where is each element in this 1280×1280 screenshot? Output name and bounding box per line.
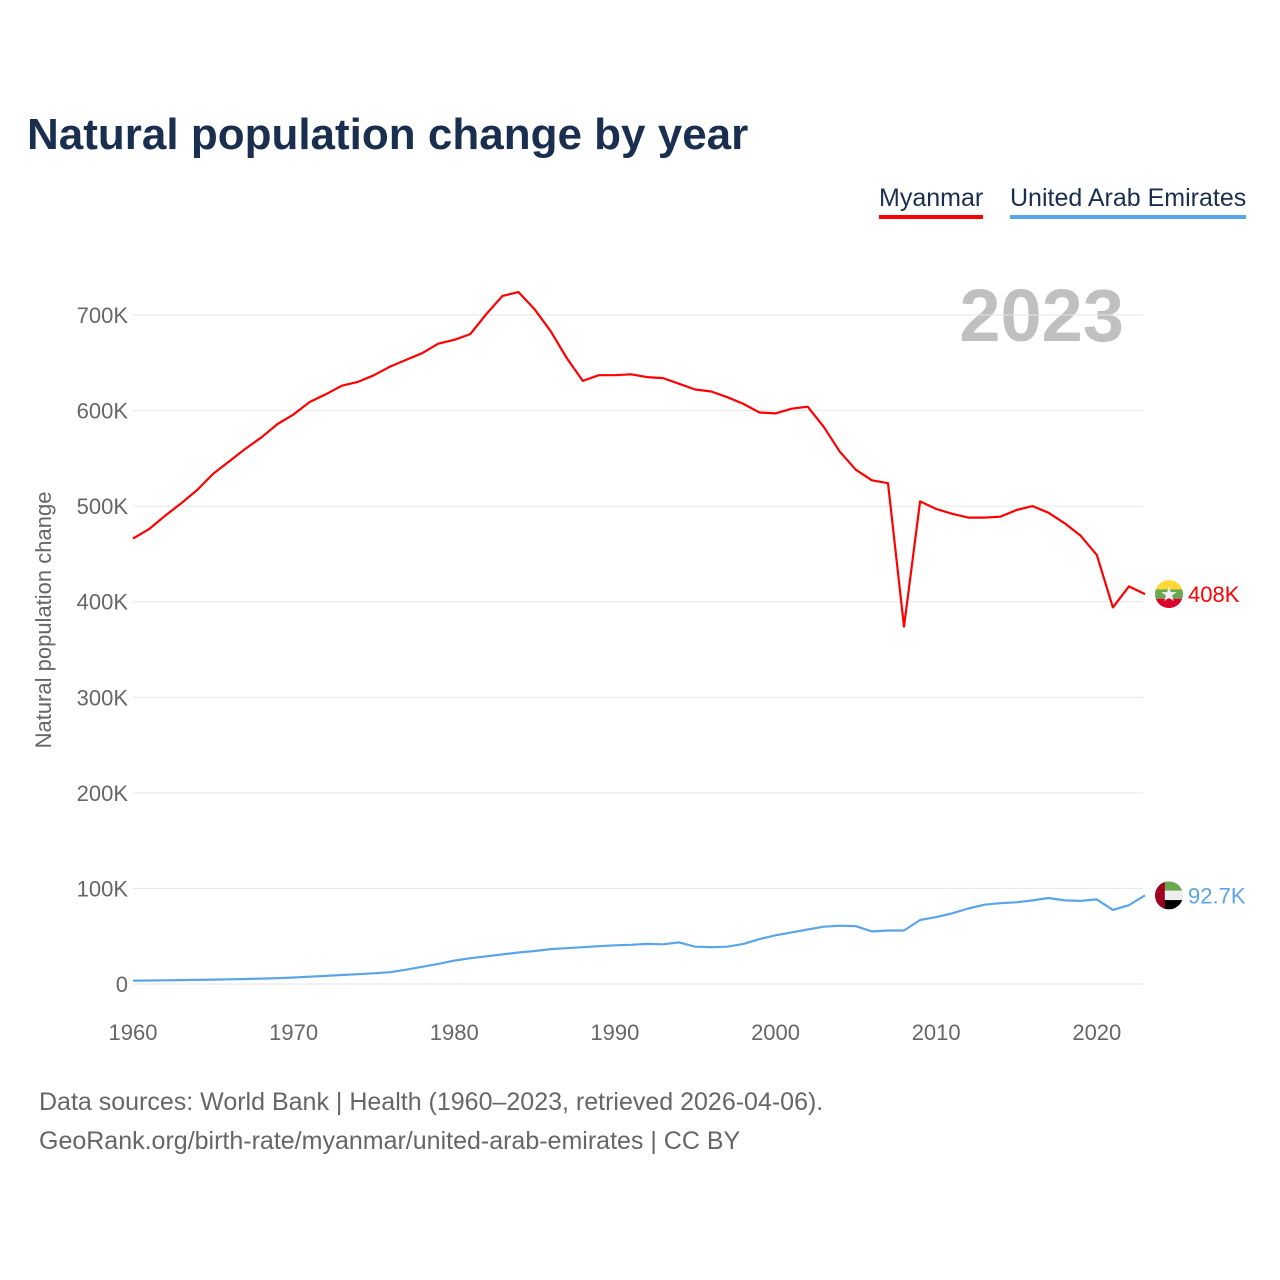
y-tick-label: 100K xyxy=(77,876,129,901)
x-tick-label: 1990 xyxy=(590,1020,639,1045)
y-tick-label: 300K xyxy=(77,685,129,710)
myanmar-flag-icon: ★ xyxy=(1155,580,1183,609)
legend-united-arab-emirates[interactable]: United Arab Emirates xyxy=(1010,184,1247,219)
y-tick-label: 500K xyxy=(77,494,129,519)
legend-myanmar[interactable]: Myanmar xyxy=(879,184,984,219)
x-tick-label: 2020 xyxy=(1072,1020,1121,1045)
x-tick-label: 1960 xyxy=(109,1020,158,1045)
x-tick-label: 1980 xyxy=(430,1020,479,1045)
uae-flag-icon xyxy=(1155,881,1183,910)
y-tick-label: 400K xyxy=(77,590,129,615)
y-axis-label: Natural population change xyxy=(31,492,56,749)
svg-text:★: ★ xyxy=(1160,584,1178,606)
y-tick-label: 0 xyxy=(116,972,128,997)
series-line-uae xyxy=(132,894,1146,982)
credit-link[interactable]: GeoRank.org/birth-rate/myanmar/united-ar… xyxy=(39,1127,741,1155)
data-sources: Data sources: World Bank | Health (1960–… xyxy=(39,1088,824,1116)
y-tick-label: 700K xyxy=(77,303,129,328)
end-value-label: 92.7K xyxy=(1188,883,1246,908)
chart-title: Natural population change by year xyxy=(27,110,749,159)
y-tick-label: 600K xyxy=(77,399,129,424)
end-value-label: 408K xyxy=(1188,582,1240,607)
series-line-myanmar xyxy=(132,291,1146,628)
x-tick-label: 1970 xyxy=(269,1020,318,1045)
x-tick-label: 2010 xyxy=(912,1020,961,1045)
x-tick-label: 2000 xyxy=(751,1020,800,1045)
y-tick-label: 200K xyxy=(77,781,129,806)
